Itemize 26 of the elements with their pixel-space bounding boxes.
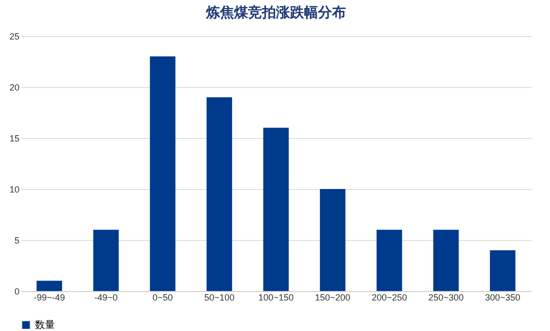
bar (433, 230, 459, 291)
bar (36, 280, 62, 291)
bar (206, 97, 232, 291)
x-tick-label: 250~300 (428, 292, 464, 302)
x-tick-label: -99~-49 (34, 292, 65, 302)
legend-label: 数量 (35, 320, 55, 331)
y-tick-label: 15 (9, 134, 20, 144)
x-tick-label: -49~0 (94, 292, 118, 302)
x-tick-label: 0~50 (152, 292, 173, 302)
bar (490, 250, 516, 291)
bar (376, 230, 402, 291)
y-tick-label: 5 (14, 236, 20, 246)
bar (320, 189, 346, 291)
y-tick-label: 10 (9, 184, 20, 194)
x-tick-label: 300~350 (485, 292, 520, 302)
bar (263, 128, 289, 291)
chart-title: 炼焦煤竞拍涨跌幅分布 (205, 4, 346, 20)
bar (93, 230, 119, 291)
x-tick-label: 150~200 (315, 292, 350, 302)
x-tick-label: 100~150 (258, 292, 294, 302)
x-tick-label: 50~100 (204, 292, 234, 302)
x-tick-label: 200~250 (372, 292, 407, 302)
y-tick-label: 20 (9, 82, 20, 92)
bar (150, 56, 176, 291)
y-tick-label: 25 (9, 32, 20, 42)
y-tick-label: 0 (14, 286, 20, 296)
